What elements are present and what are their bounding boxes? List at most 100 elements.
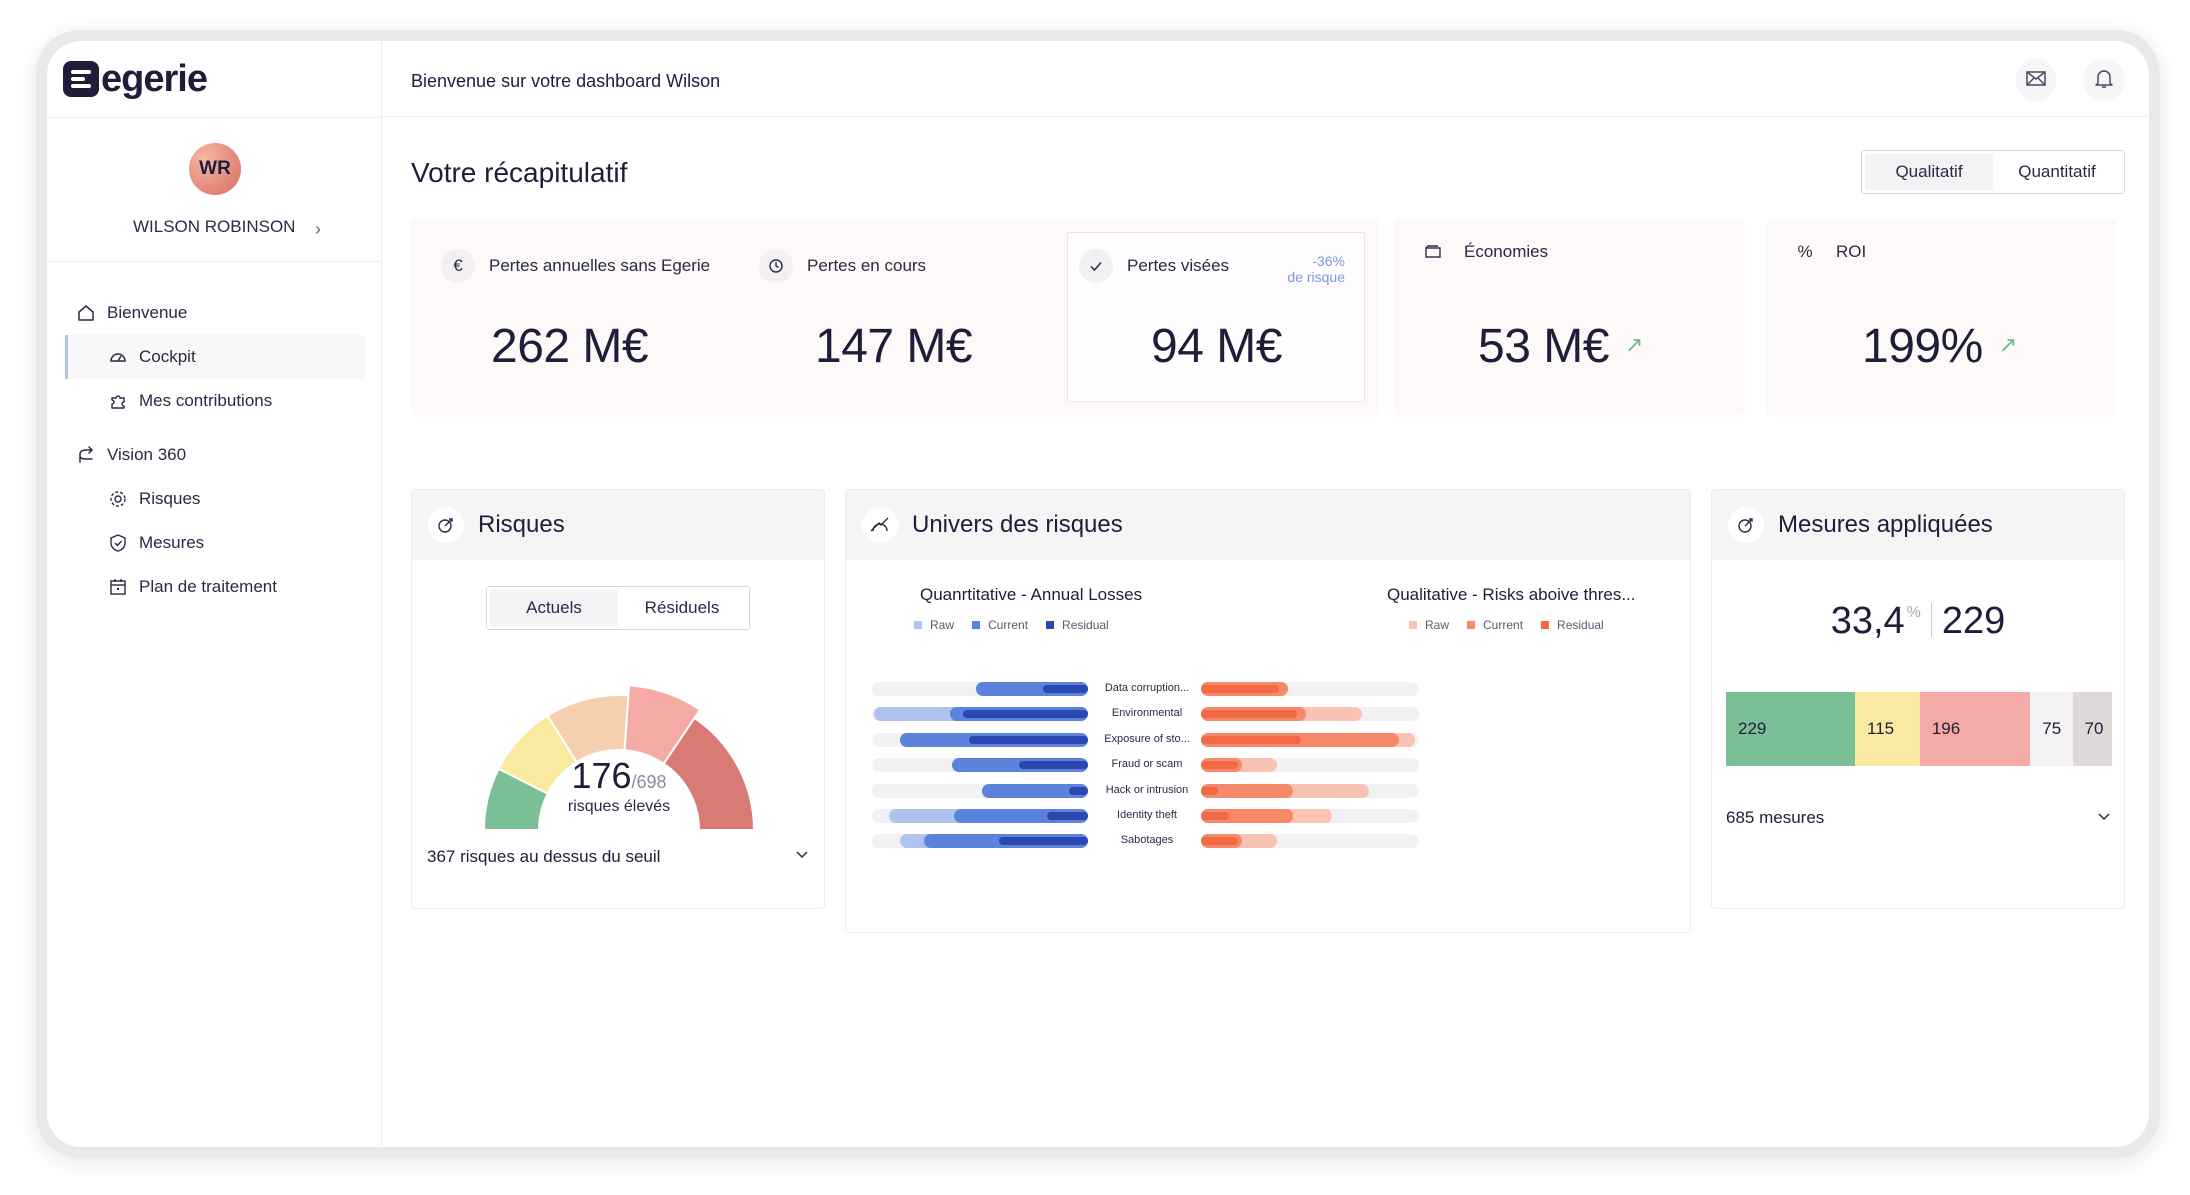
sidebar-item-plan-traitement[interactable]: Plan de traitement	[65, 565, 365, 609]
logo-icon	[63, 61, 99, 97]
category-label: Sabotages	[1120, 834, 1174, 847]
bar-quantitative-residual[interactable]	[999, 837, 1088, 846]
egerie-logo[interactable]: egerie	[63, 57, 208, 100]
kpi-pertes-annuelles[interactable]: € Pertes annuelles sans Egerie 262 M€	[441, 219, 731, 415]
card-title: Risques	[478, 511, 565, 538]
legend-raw: Raw	[1409, 618, 1449, 632]
tab-residuels[interactable]: Résiduels	[644, 598, 720, 617]
welcome-message: Bienvenue sur votre dashboard Wilson	[411, 71, 721, 91]
legend-raw: Raw	[914, 618, 954, 632]
kpi-roi[interactable]: % ROI 199% ↗	[1766, 219, 2116, 415]
kpi-losses-group: € Pertes annuelles sans Egerie 262 M€ Pe…	[411, 219, 1379, 415]
gauge-segment-critical	[662, 716, 756, 831]
mode-toggle: Qualitatif Quantitatif	[1861, 150, 2125, 194]
kpi-value: 262 M€	[491, 320, 649, 373]
arrow-up-right-icon: ↗	[1624, 332, 1643, 357]
card-title: Mesures appliquées	[1778, 511, 1993, 538]
kpi-label: ROI	[1836, 242, 1867, 261]
toggle-quantitatif[interactable]: Quantitatif	[2018, 162, 2096, 181]
bar-qualitative-residual[interactable]	[1201, 812, 1230, 820]
user-name[interactable]: WILSON ROBINSON	[133, 217, 296, 236]
chevron-down-icon[interactable]	[794, 846, 810, 867]
target-icon	[1728, 507, 1764, 543]
quantitative-chart-title: Quanrtitative - Annual Losses	[920, 585, 1143, 604]
sidebar-item-label: Cockpit	[139, 347, 196, 366]
logo-text: egerie	[101, 57, 208, 100]
sidebar-item-risques[interactable]: Risques	[65, 477, 365, 521]
kpi-value-row: 199% ↗	[1862, 319, 2017, 374]
mesures-segment[interactable]: 196	[1919, 692, 2031, 766]
kpi-header: Pertes visées	[1079, 249, 1229, 283]
home-icon	[75, 302, 97, 324]
gauge-label: risques élevés	[567, 798, 671, 815]
bar-qualitative-residual[interactable]	[1201, 685, 1280, 693]
mesures-stacked-bar: 229 115 196 75 70	[1726, 692, 2112, 766]
bar-qualitative-residual[interactable]	[1201, 761, 1239, 770]
bar-quantitative-residual[interactable]	[1046, 812, 1088, 820]
kpi-value-row: 53 M€ ↗	[1478, 319, 1643, 374]
sidebar-item-bienvenue[interactable]: Bienvenue	[65, 291, 365, 335]
main-content: Votre récapitulatif Qualitatif Quantitat…	[382, 117, 2149, 1147]
bar-quantitative-residual[interactable]	[1068, 786, 1088, 795]
mesures-segment[interactable]: 229	[1726, 692, 1856, 766]
chevron-right-icon[interactable]: ›	[315, 219, 321, 239]
tab-actuels[interactable]: Actuels	[490, 590, 618, 626]
sidebar-item-mesures[interactable]: Mesures	[65, 521, 365, 565]
kpi-label: Pertes annuelles sans Egerie	[489, 256, 711, 275]
univers-risques-card: Univers des risques Quanrtitative - Annu…	[845, 489, 1691, 933]
bar-qualitative-residual[interactable]	[1201, 710, 1297, 719]
bar-quantitative-residual[interactable]	[969, 735, 1088, 744]
bar-quantitative-residual[interactable]	[1018, 761, 1088, 770]
app-screen: egerie WR WILSON ROBINSON › Bienvenue Co…	[47, 41, 2149, 1147]
top-bar: Bienvenue sur votre dashboard Wilson	[382, 41, 2149, 117]
wallet-icon	[1416, 235, 1450, 269]
risk-type-toggle: Actuels Résiduels	[486, 586, 750, 630]
kpi-value: 94 M€	[1151, 320, 1282, 373]
sidebar-item-vision-360[interactable]: Vision 360	[65, 433, 365, 477]
bar-qualitative-current[interactable]	[1201, 783, 1293, 798]
mesures-segment[interactable]: 70	[2072, 692, 2112, 766]
notifications-button[interactable]	[2083, 59, 2125, 101]
arrow-up-right-icon: ↗	[1998, 332, 2017, 357]
sidebar-item-label: Mes contributions	[139, 391, 273, 410]
legend-current: Current	[972, 618, 1028, 632]
kpi-header: Pertes en cours	[759, 249, 926, 283]
legend-current: Current	[1467, 618, 1523, 632]
device-frame: egerie WR WILSON ROBINSON › Bienvenue Co…	[36, 30, 2160, 1158]
gauge-total: /698	[631, 772, 667, 792]
bar-quantitative-current[interactable]	[982, 783, 1088, 798]
risk-delta-label: de risque	[1287, 269, 1345, 285]
kpi-economies-inner: Économies 53 M€ ↗	[1416, 219, 1736, 415]
gauge-count: 176	[571, 755, 632, 796]
qualitative-chart-title: Qualitative - Risks aboive thres...	[1387, 585, 1636, 604]
euro-icon: €	[441, 249, 475, 283]
chevron-down-icon[interactable]	[2096, 808, 2112, 829]
bar-qualitative-residual[interactable]	[1201, 786, 1219, 795]
bar-qualitative-residual[interactable]	[1201, 735, 1302, 744]
bar-quantitative-residual[interactable]	[1042, 685, 1088, 693]
kpi-economies[interactable]: Économies 53 M€ ↗	[1394, 219, 1744, 415]
mesures-count: 229	[1941, 600, 2006, 642]
avatar[interactable]: WR	[189, 143, 241, 195]
card-title: Univers des risques	[912, 511, 1123, 538]
mesures-total: 685 mesures	[1726, 808, 1825, 827]
bar-qualitative-residual[interactable]	[1201, 837, 1239, 846]
kpi-pertes-en-cours[interactable]: Pertes en cours 147 M€	[759, 219, 1049, 415]
divider	[47, 117, 381, 118]
dashboard-gauge-icon	[107, 346, 129, 368]
sidebar-item-label: Bienvenue	[107, 303, 188, 322]
mesures-segment[interactable]: 75	[2030, 692, 2073, 766]
kpi-pertes-visees[interactable]: Pertes visées -36% de risque 94 M€	[1079, 219, 1359, 415]
category-label: Fraud or scam	[1111, 758, 1183, 771]
sidebar-item-contributions[interactable]: Mes contributions	[65, 379, 365, 423]
mail-button[interactable]	[2015, 59, 2057, 101]
toggle-qualitatif[interactable]: Qualitatif	[1865, 154, 1993, 190]
mesures-segment[interactable]: 115	[1855, 692, 1920, 766]
category-label: Exposure of sto...	[1104, 732, 1190, 745]
sidebar-item-cockpit[interactable]: Cockpit	[65, 335, 365, 379]
bar-quantitative-residual[interactable]	[962, 710, 1088, 719]
sidebar-item-label: Vision 360	[107, 445, 187, 464]
card-header: Risques	[412, 490, 824, 560]
target-icon	[428, 507, 464, 543]
kpi-header: € Pertes annuelles sans Egerie	[441, 249, 710, 283]
